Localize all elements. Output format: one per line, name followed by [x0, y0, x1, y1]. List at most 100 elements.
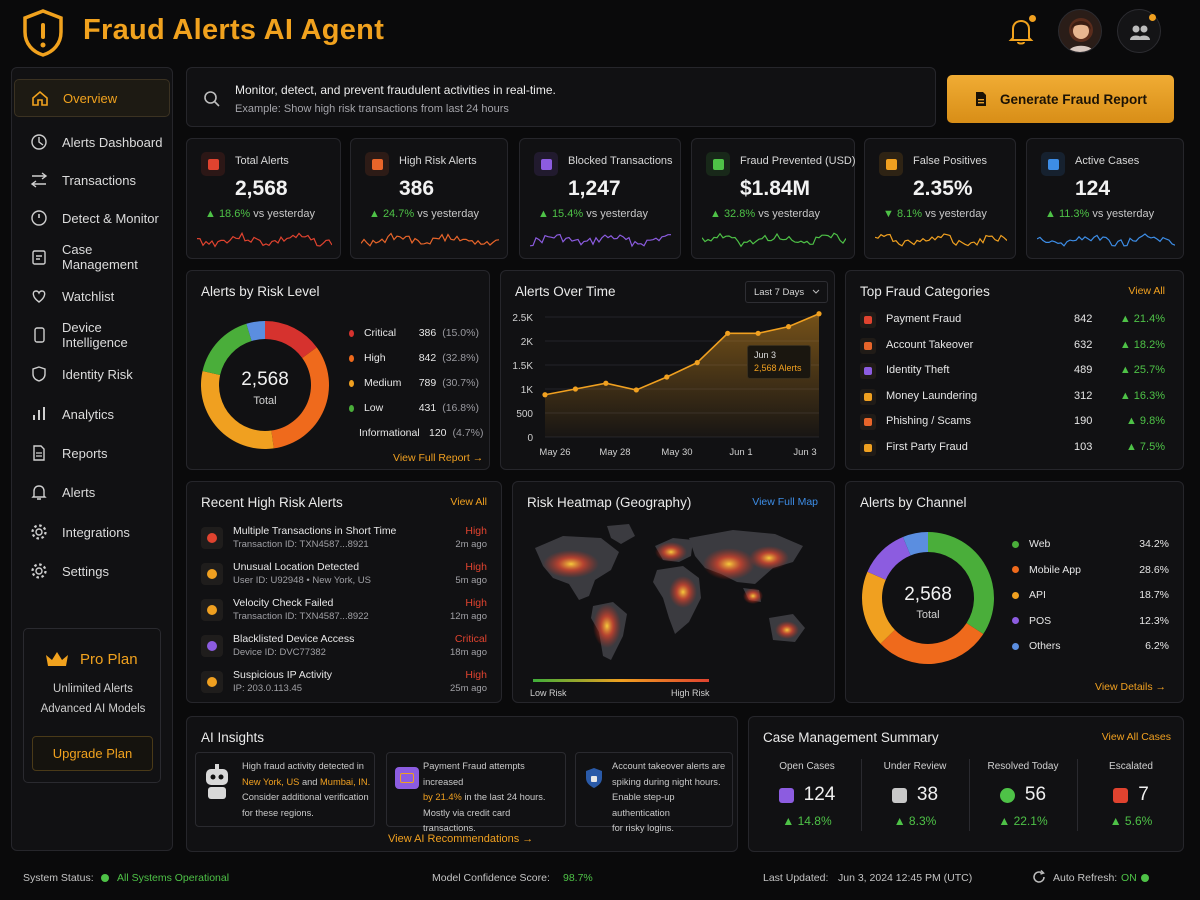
insight-1-highlight-a: New York, US: [242, 776, 300, 787]
case-stat[interactable]: Under Review 38 ▲ 8.3%: [861, 759, 969, 831]
category-row[interactable]: Money Laundering 312 ▲ 16.3%: [860, 388, 1165, 410]
stat-card[interactable]: Total Alerts 2,568 ▲ 18.6% vs yesterday: [186, 138, 341, 259]
chart-point[interactable]: [785, 324, 792, 330]
sidebar-item-analytics[interactable]: Analytics: [14, 395, 170, 433]
case-stat[interactable]: Open Cases 124 ▲ 14.8%: [753, 761, 861, 828]
sidebar-item-transactions[interactable]: Transactions: [14, 161, 170, 199]
sidebar-item-case-management[interactable]: Case Management: [14, 238, 170, 276]
x-tick-label: May 28: [599, 447, 630, 458]
app-title: Fraud Alerts AI Agent: [83, 14, 385, 46]
sidebar-item-detect-monitor[interactable]: Detect & Monitor: [14, 199, 170, 237]
stat-card[interactable]: False Positives 2.35% ▼ 8.1% vs yesterday: [864, 138, 1016, 259]
stat-value: $1.84M: [740, 177, 811, 200]
category-row[interactable]: Account Takeover 632 ▲ 18.2%: [860, 337, 1165, 359]
chart-point[interactable]: [603, 380, 609, 386]
search-bar[interactable]: Monitor, detect, and prevent fraudulent …: [186, 67, 936, 127]
bell-icon[interactable]: [1005, 14, 1037, 53]
sidebar: Overview Alerts Dashboard Transactions Dete…: [11, 67, 173, 851]
risk-slice-medium[interactable]: [201, 371, 274, 449]
stat-sparkline: [1037, 233, 1175, 247]
legend-pct: (15.0%): [442, 327, 479, 339]
sidebar-item-label: Device Intelligence: [62, 320, 128, 350]
stat-card[interactable]: Blocked Transactions 1,247 ▲ 15.4% vs yest…: [519, 138, 681, 259]
category-row[interactable]: Phishing / Scams 190 ▲ 9.8%: [860, 413, 1165, 435]
chart-point[interactable]: [694, 360, 700, 366]
risk-slice-high[interactable]: [271, 347, 329, 449]
generate-report-button[interactable]: Generate Fraud Report: [947, 75, 1174, 123]
alert-row[interactable]: Velocity Check Failed Transaction ID: TXN…: [201, 597, 487, 629]
stat-sparkline: [530, 233, 671, 248]
chart-point[interactable]: [816, 311, 822, 317]
case-stat[interactable]: Escalated 7 ▲ 5.6%: [1077, 759, 1185, 831]
alert-row[interactable]: Blacklisted Device Access Device ID: DVC7…: [201, 633, 487, 665]
view-ai-recommendations-link[interactable]: View AI Recommendations →: [388, 833, 534, 845]
x-tick-label: May 26: [539, 447, 570, 458]
stat-card[interactable]: High Risk Alerts 386 ▲ 24.7% vs yesterday: [350, 138, 508, 259]
sidebar-item-label: Watchlist: [62, 288, 115, 304]
alert-subtitle: User ID: U92948 • New York, US: [233, 575, 371, 586]
recent-view-all-link[interactable]: View All: [450, 496, 487, 508]
category-row[interactable]: Payment Fraud 842 ▲ 21.4%: [860, 311, 1165, 333]
alert-row[interactable]: Multiple Transactions in Short Time Trans…: [201, 525, 487, 557]
sidebar-item-overview[interactable]: Overview: [14, 79, 170, 117]
chart-point[interactable]: [633, 387, 639, 393]
category-row[interactable]: Identity Theft 489 ▲ 25.7%: [860, 362, 1165, 384]
alerts-time-title: Alerts Over Time: [515, 284, 616, 299]
risk-level-title: Alerts by Risk Level: [201, 284, 320, 299]
case-summary-panel: Case Management Summary View All Cases O…: [748, 716, 1184, 852]
case-stat[interactable]: Resolved Today 56 ▲ 22.1%: [969, 759, 1077, 831]
view-details-link[interactable]: View Details →: [1095, 681, 1166, 693]
channel-slice-web[interactable]: [928, 532, 994, 635]
categories-view-all-link[interactable]: View All: [1128, 285, 1165, 297]
category-name: First Party Fraud: [886, 441, 968, 453]
sidebar-item-device-intelligence[interactable]: Device Intelligence: [14, 316, 170, 354]
alert-row[interactable]: Suspicious IP Activity IP: 203.0.113.45 Hi…: [201, 669, 487, 701]
case-summary-title: Case Management Summary: [763, 730, 939, 745]
auto-refresh-value[interactable]: ON: [1121, 872, 1137, 884]
upgrade-plan-button[interactable]: Upgrade Plan: [32, 736, 153, 771]
chart-point[interactable]: [725, 330, 731, 336]
refresh-icon[interactable]: [1032, 870, 1046, 884]
low-risk-label: Low Risk: [530, 688, 567, 698]
sidebar-item-identity-risk[interactable]: Identity Risk: [14, 355, 170, 393]
channel-slice-pos[interactable]: [867, 536, 911, 580]
view-all-cases-link[interactable]: View All Cases: [1101, 731, 1171, 743]
risk-legend-item: Critical 386 (15.0%): [349, 327, 479, 339]
chart-point[interactable]: [664, 374, 670, 380]
risk-slice-informational[interactable]: [246, 321, 265, 341]
case-stat-value-row: 38: [861, 784, 969, 806]
range-select[interactable]: Last 7 Days: [745, 281, 828, 303]
risk-slice-low[interactable]: [202, 323, 252, 375]
channel-slice-mobile-app[interactable]: [880, 623, 984, 664]
sidebar-item-reports[interactable]: Reports: [14, 434, 170, 472]
recent-alerts-panel: Recent High Risk Alerts View All Multipl…: [186, 481, 502, 703]
legend-pct: 34.2%: [1139, 538, 1169, 550]
channel-slice-others[interactable]: [902, 532, 928, 556]
category-name: Phishing / Scams: [886, 415, 971, 428]
category-change: ▲ 16.3%: [1119, 389, 1165, 402]
sidebar-item-alerts-dashboard[interactable]: Alerts Dashboard: [14, 123, 170, 161]
avatar[interactable]: [1058, 9, 1102, 53]
risk-slice-critical[interactable]: [265, 321, 317, 358]
case-stat-label: Under Review: [883, 761, 947, 772]
heatmap-panel: Risk Heatmap (Geography) View Full Map L…: [512, 481, 835, 703]
chart-point[interactable]: [542, 392, 548, 398]
chart-point[interactable]: [572, 386, 579, 392]
radar-icon: [30, 133, 48, 151]
category-row[interactable]: First Party Fraud 103 ▲ 7.5%: [860, 439, 1165, 461]
alert-row[interactable]: Unusual Location Detected User ID: U92948…: [201, 561, 487, 593]
divider: [969, 759, 970, 831]
high-risk-label: High Risk: [671, 688, 710, 698]
chart-point[interactable]: [755, 330, 761, 336]
sidebar-item-integrations[interactable]: Integrations: [14, 513, 170, 551]
category-name: Money Laundering: [886, 389, 978, 402]
sidebar-item-settings[interactable]: Settings: [14, 552, 170, 590]
view-full-report-link[interactable]: View Full Report →: [393, 452, 484, 464]
sidebar-item-watchlist[interactable]: Watchlist: [14, 277, 170, 315]
stat-card[interactable]: Active Cases 124 ▲ 11.3% vs yesterday: [1026, 138, 1184, 259]
view-full-map-link[interactable]: View Full Map: [752, 496, 818, 508]
team-icon[interactable]: [1117, 9, 1161, 53]
stat-card[interactable]: Fraud Prevented (USD) $1.84M ▲ 32.8% vs ye…: [691, 138, 856, 259]
channel-slice-api[interactable]: [862, 571, 895, 644]
sidebar-item-alerts[interactable]: Alerts: [14, 473, 170, 511]
